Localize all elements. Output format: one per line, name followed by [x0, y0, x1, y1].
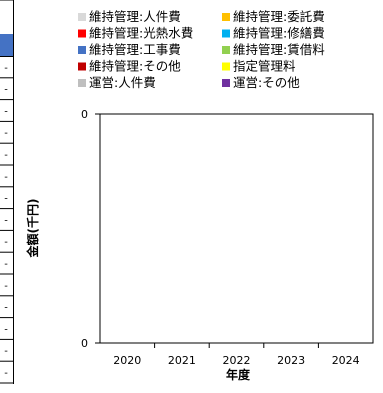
legend-label: 維持管理:光熱水費 — [89, 26, 193, 41]
y-tick-label: 0 — [81, 337, 88, 350]
left-panel-cell-mark: - — [4, 172, 8, 183]
legend-label: 維持管理:その他 — [89, 59, 181, 74]
left-panel-cell-mark: - — [4, 150, 8, 161]
legend-swatch — [222, 62, 230, 71]
y-axis-title: 金額(千円) — [25, 199, 40, 259]
plot-frame — [99, 113, 374, 344]
plot-area — [99, 113, 374, 344]
left-panel-cell-mark: - — [4, 63, 8, 74]
left-panel-cell-mark: - — [4, 324, 8, 335]
left-panel-cell-mark: - — [4, 215, 8, 226]
left-panel-cell-mark: - — [4, 346, 8, 357]
x-axis-title: 年度 — [226, 367, 251, 382]
y-tick-label: 0 — [81, 108, 88, 121]
legend-swatch — [222, 29, 230, 38]
left-panel-cell-mark: - — [4, 259, 8, 270]
left-panel-cell-mark: - — [4, 237, 8, 248]
legend-swatch — [222, 79, 230, 87]
legend-swatch — [222, 46, 230, 54]
left-panel-fragment: - - - - - - - - - - - - - - - — [0, 0, 14, 384]
left-panel-cell-mark: - — [4, 281, 8, 292]
legend-label: 維持管理:賃借料 — [233, 42, 325, 57]
x-tick-label: 2021 — [168, 354, 196, 367]
legend-swatch — [78, 29, 86, 38]
legend-label: 運営:人件費 — [89, 75, 156, 90]
left-panel-header-cell — [0, 34, 13, 56]
legend-swatch — [78, 79, 86, 87]
left-panel-cell-mark: - — [4, 194, 8, 205]
x-tick-label: 2024 — [332, 354, 360, 367]
x-tick-label: 2023 — [277, 354, 305, 367]
left-panel-cell-mark: - — [4, 128, 8, 139]
legend-swatch — [222, 13, 230, 21]
legend-label: 維持管理:人件費 — [89, 9, 181, 24]
legend-swatch — [78, 13, 86, 21]
left-panel-cell-mark: - — [4, 106, 8, 117]
x-axis-ticks: 2020 2021 2022 2023 2024 — [113, 343, 360, 367]
left-panel-cell-mark: - — [4, 303, 8, 314]
left-panel-cell-mark: - — [4, 368, 8, 379]
legend-label: 維持管理:修繕費 — [233, 26, 325, 41]
legend-swatch — [78, 62, 86, 71]
legend-label: 維持管理:委託費 — [233, 9, 325, 24]
x-tick-label: 2020 — [113, 354, 141, 367]
x-tick-label: 2022 — [223, 354, 251, 367]
legend-label: 指定管理料 — [233, 59, 296, 74]
left-panel-cell-mark: - — [4, 85, 8, 96]
legend-label: 運営:その他 — [233, 75, 300, 90]
legend-swatch — [78, 46, 86, 54]
y-axis-ticks: 00 — [81, 108, 100, 350]
legend-label: 維持管理:工事費 — [89, 42, 181, 57]
